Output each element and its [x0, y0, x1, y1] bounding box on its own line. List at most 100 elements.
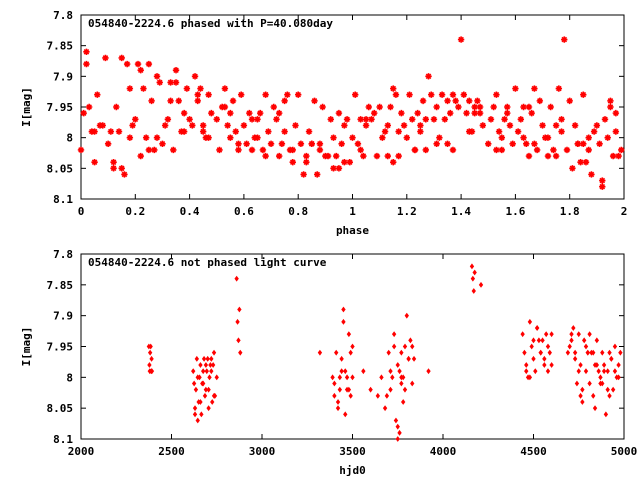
- x-tick-label: 4500: [520, 445, 547, 458]
- data-point: [147, 362, 152, 368]
- data-point: [335, 165, 343, 172]
- data-point: [91, 128, 98, 135]
- data-point: [478, 281, 484, 288]
- data-point: [531, 337, 536, 344]
- x-tick-label: 2: [621, 205, 628, 218]
- data-point: [593, 122, 601, 129]
- data-point: [198, 399, 203, 405]
- data-point: [213, 116, 220, 123]
- chart-title: 054840-2224.6 phased with P=40.080day: [88, 17, 333, 30]
- data-point: [297, 140, 305, 147]
- data-point: [527, 318, 533, 325]
- data-point: [126, 85, 134, 92]
- data-point: [540, 337, 545, 344]
- data-point: [191, 368, 196, 375]
- data-point: [183, 85, 191, 92]
- data-point: [193, 386, 199, 393]
- data-point: [569, 331, 574, 338]
- data-point: [110, 165, 117, 172]
- data-point: [281, 97, 288, 105]
- data-point: [368, 116, 375, 123]
- data-point: [582, 337, 587, 344]
- data-point: [545, 343, 551, 350]
- x-tick-label: 4000: [430, 445, 457, 458]
- data-point: [175, 97, 182, 105]
- data-point: [194, 97, 201, 105]
- data-point: [199, 411, 204, 418]
- data-point: [433, 103, 440, 111]
- data-point: [411, 355, 417, 362]
- data-point: [201, 368, 206, 375]
- data-point: [153, 73, 161, 80]
- data-point: [316, 146, 324, 154]
- x-axis-label: hjd0: [339, 464, 366, 477]
- data-point: [543, 331, 549, 338]
- data-point: [536, 337, 542, 344]
- data-point: [341, 318, 346, 325]
- data-point: [552, 122, 560, 129]
- data-point: [395, 362, 400, 368]
- data-point: [275, 109, 283, 117]
- data-point: [83, 60, 90, 68]
- data-point: [118, 165, 125, 172]
- data-point: [616, 374, 621, 381]
- data-point: [583, 368, 589, 375]
- data-point: [201, 380, 206, 387]
- data-point: [295, 91, 302, 98]
- data-point: [149, 355, 154, 362]
- data-point: [612, 128, 620, 135]
- data-point: [132, 116, 139, 123]
- data-point: [186, 116, 193, 123]
- data-point: [472, 269, 477, 276]
- data-point: [137, 67, 144, 74]
- x-tick-label: 0.6: [234, 205, 254, 218]
- data-point: [536, 97, 544, 105]
- plot-frame: [80, 14, 625, 200]
- data-point: [607, 392, 612, 399]
- data-point: [129, 122, 136, 129]
- data-point: [569, 337, 574, 344]
- data-point: [604, 134, 611, 141]
- data-point: [148, 97, 155, 105]
- data-point: [209, 368, 214, 375]
- data-point: [402, 386, 408, 393]
- data-point: [206, 405, 211, 412]
- data-point: [618, 349, 623, 356]
- data-point: [126, 134, 134, 141]
- data-point: [531, 85, 538, 92]
- data-point: [612, 343, 618, 350]
- data-point: [254, 116, 261, 123]
- x-tick-label: 2000: [68, 445, 95, 458]
- data-point: [444, 140, 451, 147]
- x-tick-label: 1.8: [560, 205, 580, 218]
- data-point: [474, 97, 481, 105]
- data-point: [463, 109, 470, 117]
- data-point: [384, 152, 391, 160]
- data-point: [350, 374, 355, 381]
- y-tick-label: 7.85: [47, 40, 74, 53]
- data-point: [580, 91, 587, 98]
- x-tick-label: 0: [78, 205, 85, 218]
- phased-light-curve-panel: 0 0.2 0.4 0.6 0.8 1 1.2 1.4 1.6 1.8 2 7.8 7.85 7.9 7.9…: [20, 9, 627, 237]
- data-point: [209, 355, 214, 362]
- data-point: [210, 362, 216, 368]
- data-point: [498, 146, 506, 154]
- data-point: [153, 134, 161, 141]
- data-point: [509, 140, 516, 147]
- data-point: [401, 399, 406, 405]
- data-point: [583, 343, 589, 350]
- data-point: [227, 134, 234, 141]
- data-point: [115, 128, 123, 135]
- data-point: [422, 146, 430, 154]
- data-point: [275, 152, 283, 160]
- data-point: [324, 152, 332, 160]
- data-point: [180, 109, 188, 117]
- data-point: [91, 159, 98, 166]
- data-point: [281, 128, 288, 135]
- data-point: [395, 128, 402, 135]
- data-point: [208, 109, 215, 117]
- data-point: [386, 349, 391, 356]
- data-point: [227, 109, 234, 117]
- data-point: [585, 349, 590, 356]
- data-point: [80, 109, 87, 117]
